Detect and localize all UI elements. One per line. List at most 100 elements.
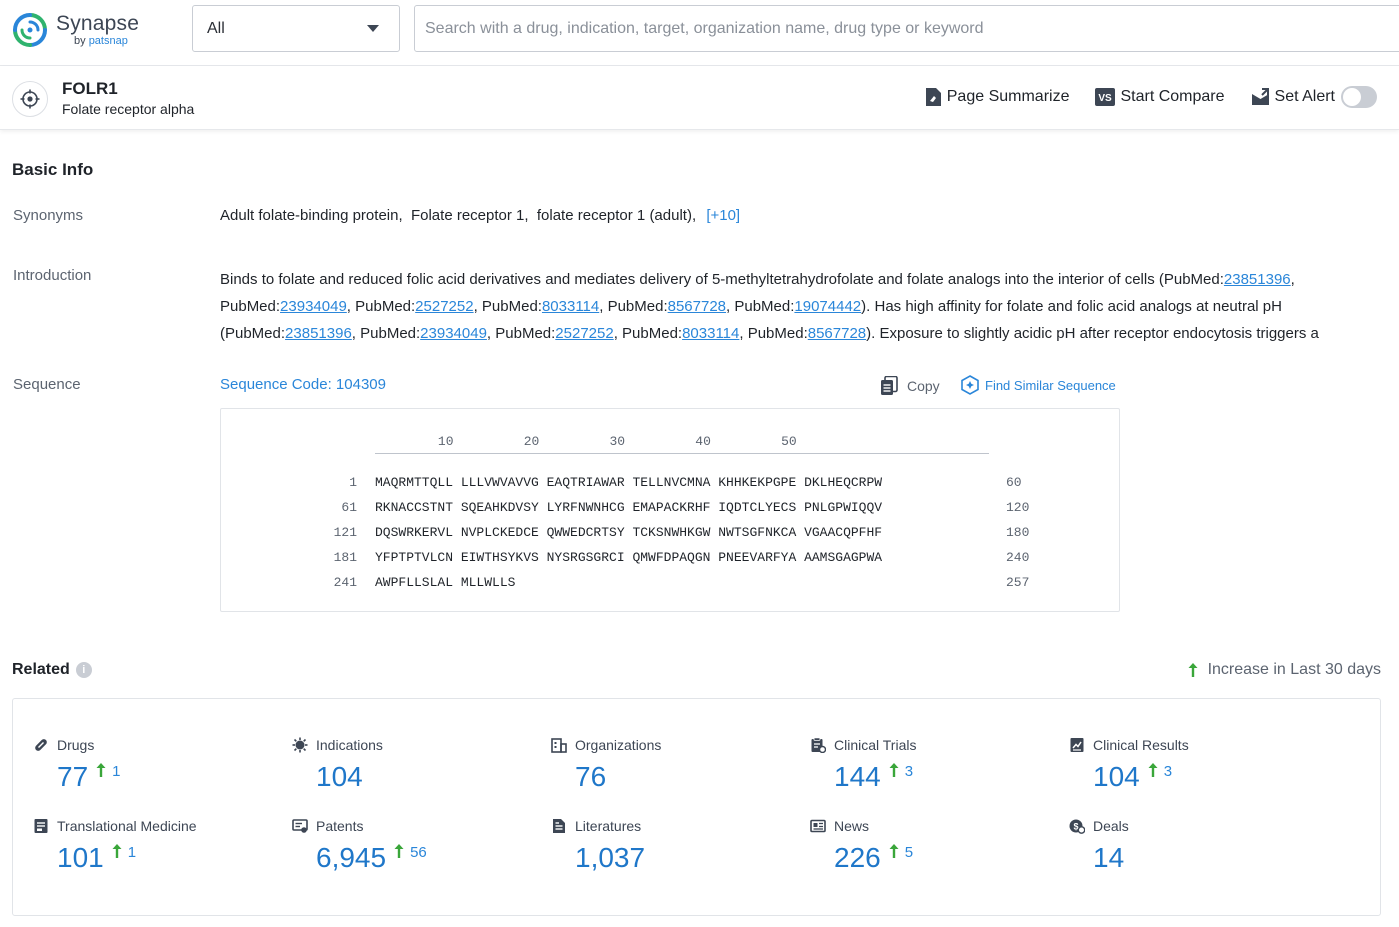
pubmed-link[interactable]: 23934049 <box>280 298 347 315</box>
introduction-segment: , PubMed: <box>726 298 794 315</box>
logo-name: Synapse <box>56 13 139 34</box>
sequence-row-end: 257 <box>1006 575 1029 590</box>
increase-legend: Increase in Last 30 days <box>1188 661 1381 679</box>
page-summarize-button[interactable]: Page Summarize <box>925 87 1070 107</box>
related-stat-value[interactable]: 144 <box>834 761 881 793</box>
sequence-code-link[interactable]: Sequence Code: 104309 <box>220 376 386 393</box>
find-similar-sequence-button[interactable]: Find Similar Sequence <box>960 375 1116 395</box>
logo-by-text: by <box>74 35 86 47</box>
related-stat-label: Drugs <box>57 737 94 753</box>
increase-arrow-icon <box>112 843 122 859</box>
find-similar-label: Find Similar Sequence <box>985 378 1116 393</box>
synonyms-more-link[interactable]: [+10] <box>706 207 740 224</box>
target-icon <box>12 81 48 117</box>
related-stat-value[interactable]: 104 <box>1093 761 1140 793</box>
related-stat-header: Drugs <box>33 737 283 753</box>
copy-icon <box>880 376 899 396</box>
introduction-segment: , PubMed: <box>599 298 667 315</box>
related-stat-value-row: 144 3 <box>834 761 1060 793</box>
sequence-row-residues: AWPFLLSLAL MLLWLLS <box>375 575 515 590</box>
search-input[interactable] <box>414 5 1399 52</box>
pubmed-link[interactable]: 2527252 <box>415 298 473 315</box>
search-scope-select[interactable]: All <box>192 5 400 52</box>
chart-doc-icon <box>1069 737 1085 753</box>
related-title-text: Related <box>12 661 70 679</box>
svg-text:VS: VS <box>1099 93 1113 104</box>
pubmed-link[interactable]: 19074442 <box>794 298 861 315</box>
pubmed-link[interactable]: 8033114 <box>682 325 739 342</box>
introduction-segment: , PubMed: <box>347 298 415 315</box>
set-alert-control[interactable]: Set Alert <box>1251 86 1377 108</box>
related-stat-label: Translational Medicine <box>57 818 197 834</box>
logo-byline: by patsnap <box>74 36 139 47</box>
related-stat-drugs[interactable]: Drugs 77 1 <box>33 737 283 793</box>
related-stat-increase: 3 <box>889 762 913 780</box>
info-icon[interactable]: i <box>76 662 92 678</box>
pubmed-link[interactable]: 23851396 <box>285 325 352 342</box>
related-stat-label: Indications <box>316 737 383 753</box>
start-compare-button[interactable]: VS Start Compare <box>1095 88 1224 106</box>
related-stat-increase-count: 3 <box>1164 763 1172 780</box>
related-stat-increase-count: 1 <box>112 763 120 780</box>
increase-arrow-icon <box>889 843 899 859</box>
related-stat-indications[interactable]: Indications 104 <box>292 737 542 793</box>
related-stat-translational-medicine[interactable]: Translational Medicine1011 <box>33 818 283 874</box>
related-stat-increase-count: 5 <box>905 844 913 861</box>
sequence-row-start: 181 <box>221 550 357 565</box>
related-stat-value[interactable]: 1,037 <box>575 842 645 874</box>
ruler-tick-label: 10 <box>438 434 454 449</box>
pubmed-link[interactable]: 8033114 <box>542 298 599 315</box>
related-stat-header: Organizations <box>551 737 801 753</box>
related-stat-organizations[interactable]: Organizations 76 <box>551 737 801 793</box>
pubmed-link[interactable]: 8567728 <box>808 325 866 342</box>
related-stat-value-row: 6,945 56 <box>316 842 542 874</box>
increase-arrow-icon <box>96 762 106 778</box>
related-stat-value[interactable]: 6,945 <box>316 842 386 874</box>
related-stat-label: Patents <box>316 818 363 834</box>
increase-legend-label: Increase in Last 30 days <box>1208 661 1381 679</box>
related-stat-clinical-results[interactable]: Clinical Results1043 <box>1069 737 1319 793</box>
related-stat-increase-count: 56 <box>410 844 427 861</box>
pubmed-link[interactable]: 23851396 <box>1224 271 1291 288</box>
related-stat-patents[interactable]: Patents 6,945 56 <box>292 818 542 874</box>
crosshair-icon <box>20 89 40 109</box>
related-stat-label: Deals <box>1093 818 1129 834</box>
related-stat-header: Patents <box>292 818 542 834</box>
sequence-row-start: 1 <box>221 475 357 490</box>
related-stat-value[interactable]: 77 <box>57 761 88 793</box>
related-stat-increase-count: 3 <box>905 763 913 780</box>
increase-arrow-icon <box>1148 762 1158 778</box>
find-similar-icon <box>960 375 980 395</box>
ruler-tick-label: 30 <box>610 434 626 449</box>
related-stat-value[interactable]: 14 <box>1093 842 1124 874</box>
related-stat-news[interactable]: News2265 <box>810 818 1060 874</box>
target-header: FOLR1 Folate receptor alpha Page Summari… <box>0 66 1399 130</box>
related-stat-value-row: 1,037 <box>575 842 801 874</box>
doc-icon <box>33 818 49 834</box>
patent-icon <box>292 818 308 834</box>
related-stat-value[interactable]: 226 <box>834 842 881 874</box>
introduction-text: Binds to folate and reduced folic acid d… <box>220 266 1390 347</box>
set-alert-toggle[interactable] <box>1341 86 1377 108</box>
related-stat-deals[interactable]: $Deals14 <box>1069 818 1319 874</box>
related-stat-clinical-trials[interactable]: Clinical Trials 144 3 <box>810 737 1060 793</box>
pubmed-link[interactable]: 23934049 <box>420 325 487 342</box>
related-stat-value[interactable]: 104 <box>316 761 363 793</box>
pubmed-link[interactable]: 2527252 <box>555 325 613 342</box>
related-stat-value[interactable]: 76 <box>575 761 606 793</box>
related-stat-header: Indications <box>292 737 542 753</box>
related-stat-value[interactable]: 101 <box>57 842 104 874</box>
basic-info-title: Basic Info <box>12 160 93 180</box>
synapse-logo[interactable]: Synapse by patsnap <box>12 12 139 48</box>
pubmed-link[interactable]: 8567728 <box>668 298 726 315</box>
related-stat-header: Clinical Trials <box>810 737 1060 753</box>
page-summarize-label: Page Summarize <box>947 88 1070 106</box>
ruler-tick-label: 50 <box>781 434 797 449</box>
virus-icon <box>292 737 308 753</box>
introduction-segment: ). Exposure to slightly acidic pH after … <box>866 325 1319 342</box>
related-stat-increase: 56 <box>394 843 427 861</box>
related-stat-literatures[interactable]: Literatures1,037 <box>551 818 801 874</box>
news-icon <box>810 818 826 834</box>
pill-icon <box>33 737 49 753</box>
copy-sequence-button[interactable]: Copy <box>880 376 940 396</box>
